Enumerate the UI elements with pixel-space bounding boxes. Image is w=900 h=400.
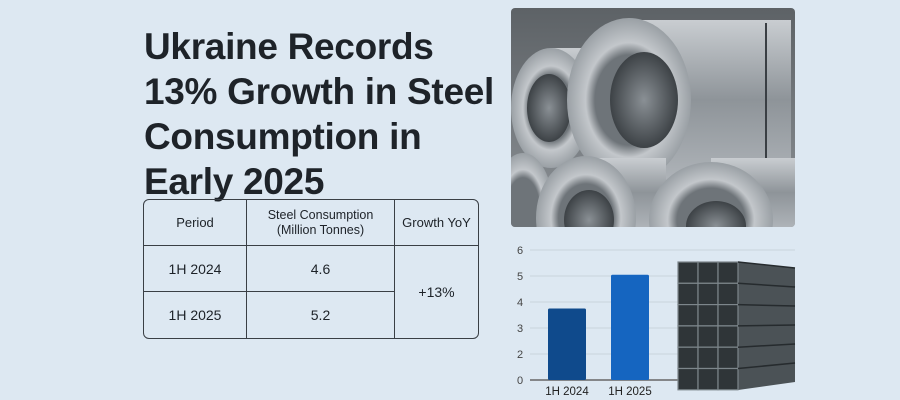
- table-header-row: Period Steel Consumption (Million Tonnes)…: [144, 200, 478, 246]
- x-tick-label: 1H 2024: [545, 386, 589, 398]
- consumption-table: Period Steel Consumption (Million Tonnes)…: [143, 199, 479, 339]
- y-tick-label: 5: [517, 271, 523, 283]
- consumption-cell: 4.6: [247, 246, 395, 292]
- y-tick-label: 0: [517, 375, 523, 387]
- y-tick-label: 4: [517, 297, 523, 309]
- consumption-cell: 5.2: [247, 292, 395, 338]
- steel-tubes-photo: [676, 256, 796, 392]
- y-tick-label: 3: [517, 323, 523, 335]
- bar-chart: 0 2 3 4 5 6 1H 2024 1H 2025: [517, 245, 795, 398]
- table-row: 1H 2025 5.2: [144, 292, 478, 338]
- growth-cell: +13%: [418, 284, 455, 300]
- header-period: Period: [144, 200, 247, 246]
- y-tick-label: 6: [517, 245, 523, 257]
- period-cell: 1H 2024: [144, 246, 247, 292]
- header-consumption-line2: (Million Tonnes): [276, 222, 365, 237]
- y-tick-label: 2: [517, 349, 523, 361]
- bar-1h-2025: [611, 274, 649, 380]
- page-title: Ukraine Records 13% Growth in Steel Cons…: [144, 26, 494, 202]
- steel-coils-photo: [511, 8, 795, 227]
- header-growth: Growth YoY: [395, 200, 478, 246]
- period-cell: 1H 2025: [144, 292, 247, 338]
- x-tick-label: 1H 2025: [608, 386, 651, 398]
- header-consumption-line1: Steel Consumption: [267, 207, 374, 222]
- header-consumption: Steel Consumption (Million Tonnes): [247, 200, 395, 246]
- table-row: 1H 2024 4.6 +13%: [144, 246, 478, 300]
- bar-1h-2024: [548, 308, 586, 380]
